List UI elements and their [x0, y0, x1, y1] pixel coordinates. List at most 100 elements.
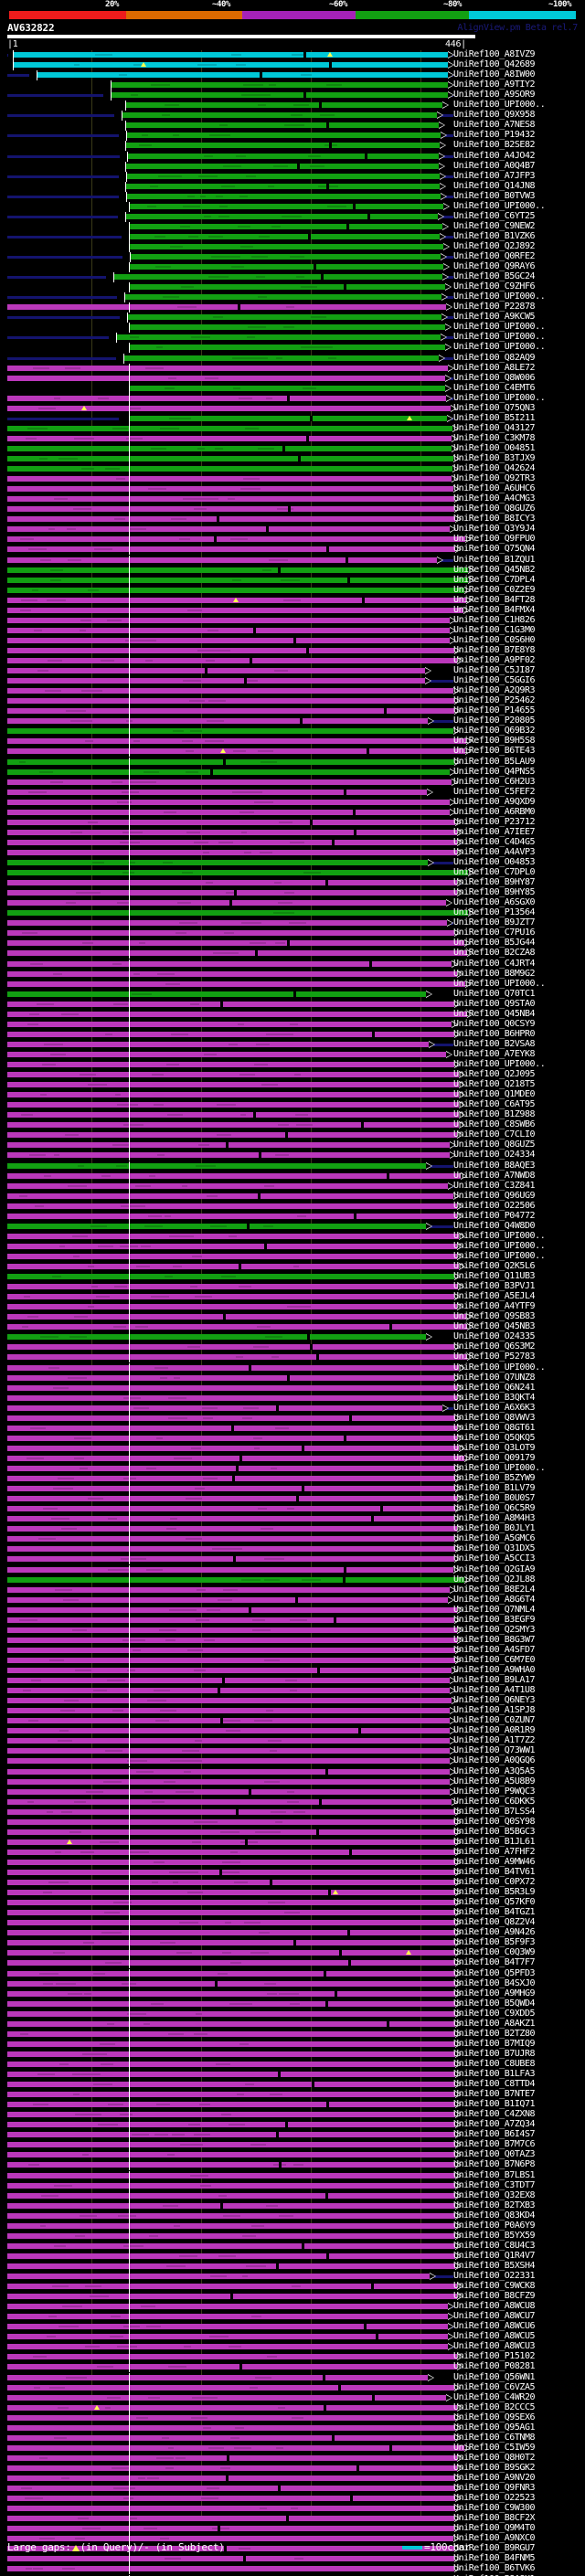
hit-label[interactable]: UniRef100_A7IEE7 [453, 826, 536, 837]
hit-row[interactable]: UniRef100_B7MIQ9 [0, 2039, 585, 2050]
hit-label[interactable]: UniRef100_P9WQC3 [453, 1786, 536, 1797]
hsp-bar[interactable] [7, 799, 450, 805]
hit-label[interactable]: UniRef100_A8WCU8 [453, 2301, 536, 2312]
hit-row[interactable]: UniRef100_Q83KD4 [0, 2210, 585, 2221]
hit-label[interactable]: UniRef100_A7FHF2 [453, 1846, 536, 1857]
hsp-bar[interactable] [7, 1637, 457, 1643]
hit-row[interactable]: UniRef100_A8LE72 [0, 363, 585, 374]
hit-row[interactable]: UniRef100_C5FEF2 [0, 786, 585, 798]
hit-row[interactable]: UniRef100_B9SGK2 [0, 2463, 585, 2474]
hit-row[interactable]: UniRef100_B5GC24 [0, 271, 585, 283]
hsp-bar[interactable] [7, 456, 453, 461]
hsp-bar[interactable] [126, 173, 440, 179]
hit-row[interactable]: UniRef100_UPI000.. [0, 1251, 585, 1262]
hit-label[interactable]: UniRef100_C0S6H0 [453, 634, 536, 645]
hit-label[interactable]: UniRef100_C5FEF2 [453, 786, 536, 797]
hit-row[interactable]: UniRef100_UPI000.. [0, 292, 585, 303]
hit-row[interactable]: UniRef100_Q9X958 [0, 110, 585, 122]
hsp-bar[interactable] [7, 1031, 454, 1037]
hit-row[interactable]: UniRef100_C6VZA5 [0, 2382, 585, 2393]
hit-label[interactable]: UniRef100_C3Z841 [453, 1180, 536, 1191]
hsp-bar[interactable] [7, 1910, 455, 1916]
hit-label[interactable]: UniRef100_Q0RFE2 [453, 251, 536, 261]
hsp-bar[interactable] [129, 345, 445, 351]
hsp-bar[interactable] [125, 122, 439, 129]
hit-row[interactable]: UniRef100_A6UHC6 [0, 483, 585, 495]
hsp-bar[interactable] [7, 1930, 455, 1936]
hit-row[interactable]: UniRef100_B2TXB3 [0, 2200, 585, 2211]
hit-row[interactable]: UniRef100_C0S6H0 [0, 634, 585, 646]
hit-label[interactable]: UniRef100_P22878 [453, 302, 536, 313]
hit-label[interactable]: UniRef100_Q75QN3 [453, 402, 536, 413]
hsp-bar[interactable] [7, 1506, 455, 1512]
hit-row[interactable]: UniRef100_Q8Z2V4 [0, 1917, 585, 1929]
hit-row[interactable]: UniRef100_Q82AQ9 [0, 353, 585, 364]
hit-label[interactable]: UniRef100_C6DKK5 [453, 1796, 536, 1807]
hit-row[interactable]: UniRef100_B2CZA8 [0, 948, 585, 959]
hit-label[interactable]: UniRef100_Q4PNS5 [453, 766, 536, 777]
hsp-bar[interactable] [7, 728, 453, 735]
hit-label[interactable]: UniRef100_B7UJR8 [453, 2048, 536, 2059]
hit-row[interactable]: UniRef100_C7DPL4 [0, 575, 585, 586]
hsp-bar[interactable] [7, 2384, 454, 2390]
hit-label[interactable]: UniRef100_C4EMT6 [453, 382, 536, 393]
hsp-bar[interactable] [7, 1880, 455, 1886]
hit-label[interactable]: UniRef100_B9RGU7 [453, 2543, 536, 2554]
hit-row[interactable]: UniRef100_Q4PNS5 [0, 766, 585, 778]
hit-label[interactable]: UniRef100_Q2GIA9 [453, 1564, 536, 1574]
hsp-bar[interactable] [7, 910, 468, 917]
hsp-bar[interactable] [7, 1072, 459, 1078]
hit-row[interactable]: UniRef100_Q8H0T2 [0, 2453, 585, 2464]
hit-label[interactable]: UniRef100_A9WHA0 [453, 1665, 536, 1675]
hsp-bar[interactable] [7, 1445, 459, 1451]
hit-row[interactable]: UniRef100_B9RGU7 [0, 2543, 585, 2555]
hit-row[interactable]: UniRef100_Q14JN8 [0, 181, 585, 192]
hsp-bar[interactable] [127, 314, 441, 321]
hit-row[interactable]: UniRef100_Q218T5 [0, 1079, 585, 1091]
hit-label[interactable]: UniRef100_C5IW59 [453, 2442, 536, 2453]
hit-row[interactable]: UniRef100_C3KM78 [0, 432, 585, 444]
hit-row[interactable]: UniRef100_C6M7E0 [0, 1655, 585, 1666]
hit-label[interactable]: UniRef100_C3KM78 [453, 432, 536, 443]
hsp-bar[interactable] [7, 1374, 454, 1381]
hit-row[interactable]: UniRef100_C9WCK8 [0, 2281, 585, 2293]
hit-row[interactable]: UniRef100_Q43127 [0, 423, 585, 434]
hit-label[interactable]: UniRef100_B0TVW3 [453, 190, 536, 201]
hit-row[interactable]: UniRef100_C7CLI0 [0, 1129, 585, 1141]
hit-row[interactable]: UniRef100_Q1R4V7 [0, 2251, 585, 2262]
hit-row[interactable]: UniRef100_A8WCU8 [0, 2301, 585, 2313]
hit-row[interactable]: UniRef100_B4FMX4 [0, 605, 585, 616]
hsp-bar[interactable] [7, 1768, 450, 1775]
hsp-bar[interactable] [7, 769, 450, 775]
hit-row[interactable]: UniRef100_Q3LOT9 [0, 1443, 585, 1454]
hit-label[interactable]: UniRef100_B8CF2X [453, 2513, 536, 2524]
hit-label[interactable]: UniRef100_O24334 [453, 1150, 536, 1161]
hit-row[interactable]: UniRef100_C8TTD4 [0, 2079, 585, 2091]
hit-label[interactable]: UniRef100_C4JRT4 [453, 958, 536, 969]
hit-label[interactable]: UniRef100_Q6NEY3 [453, 1695, 536, 1706]
hit-label[interactable]: UniRef100_A9TIY2 [453, 80, 536, 90]
hit-row[interactable]: UniRef100_C5GGI6 [0, 675, 585, 687]
hit-row[interactable]: UniRef100_B1JL61 [0, 1836, 585, 1848]
hsp-bar[interactable] [7, 2394, 446, 2401]
hit-row[interactable]: UniRef100_C6YT25 [0, 211, 585, 222]
hit-label[interactable]: UniRef100_A8IW00 [453, 69, 536, 80]
hsp-bar[interactable] [7, 708, 454, 715]
hit-row[interactable]: UniRef100_B9LA17 [0, 1675, 585, 1687]
hsp-bar[interactable] [7, 1405, 442, 1411]
hit-row[interactable]: UniRef100_Q8W006 [0, 373, 585, 384]
hit-label[interactable]: UniRef100_B5I211 [453, 412, 536, 423]
hit-row[interactable]: UniRef100_O24335 [0, 1331, 585, 1343]
hit-row[interactable]: UniRef100_UPI000.. [0, 201, 585, 212]
hit-label[interactable]: UniRef100_A4YTF9 [453, 1301, 536, 1312]
hit-row[interactable]: UniRef100_B1Z988 [0, 1109, 585, 1121]
hit-row[interactable]: UniRef100_B2TZ80 [0, 2029, 585, 2040]
hit-row[interactable]: UniRef100_B7N6P8 [0, 2159, 585, 2171]
hit-row[interactable]: UniRef100_B9HY85 [0, 887, 585, 899]
hsp-bar[interactable] [7, 1788, 450, 1795]
hsp-bar[interactable] [7, 809, 450, 815]
hit-label[interactable]: UniRef100_B1JL61 [453, 1836, 536, 1847]
hit-row[interactable]: UniRef100_P20805 [0, 716, 585, 727]
hsp-bar[interactable] [7, 880, 457, 886]
hit-label[interactable]: UniRef100_C9XDD5 [453, 2008, 536, 2019]
